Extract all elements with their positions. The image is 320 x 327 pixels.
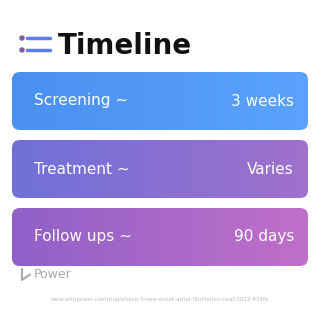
FancyBboxPatch shape <box>12 140 308 198</box>
Text: Follow ups ~: Follow ups ~ <box>34 230 132 245</box>
FancyBboxPatch shape <box>12 72 308 130</box>
Text: Timeline: Timeline <box>58 32 192 60</box>
Text: 90 days: 90 days <box>234 230 294 245</box>
Circle shape <box>20 48 24 52</box>
Text: Treatment ~: Treatment ~ <box>34 162 130 177</box>
Text: Varies: Varies <box>247 162 294 177</box>
Text: 3 weeks: 3 weeks <box>231 94 294 109</box>
Text: Power: Power <box>34 268 72 282</box>
FancyBboxPatch shape <box>12 208 308 266</box>
Text: www.withpower.com/trial/phase-3-new-onset-atrial-fibrillation-noaf-2022-434fb: www.withpower.com/trial/phase-3-new-onse… <box>51 298 269 302</box>
Circle shape <box>20 36 24 40</box>
Text: Screening ~: Screening ~ <box>34 94 128 109</box>
